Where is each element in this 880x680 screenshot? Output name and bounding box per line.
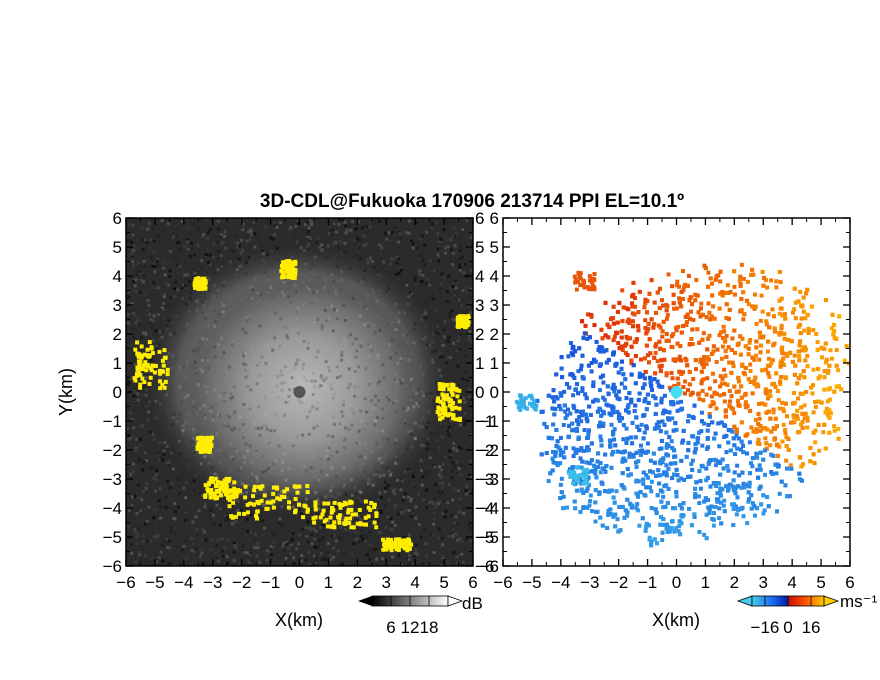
y-tick-label: 1 (113, 354, 122, 373)
intensity-panel: −6 −5 −4 −3 −2 −1 0 1 2 3 4 5 6−6 −6−5 −5−4 −4−3 −3−2 −2−… (56, 209, 494, 637)
y-tick-label-right: 4 (475, 267, 484, 286)
x-tick-label: −4 (551, 573, 570, 592)
x-tick-label: 4 (410, 573, 419, 592)
y-tick-label: 3 (490, 296, 499, 315)
colorbar-tick-label: 18 (420, 618, 439, 637)
y-tick-label: 0 (490, 383, 499, 402)
x-tick-label: −5 (145, 573, 164, 592)
intensity-colorbar: 6 12 18 dB (358, 594, 483, 637)
y-tick-label: 2 (113, 325, 122, 344)
x-tick-label: −2 (232, 573, 251, 592)
x-tick-label: −4 (174, 573, 193, 592)
y-tick-label: −5 (103, 528, 122, 547)
x-tick-label: −1 (261, 573, 280, 592)
y-tick-label-right: 6 (475, 209, 484, 228)
y-tick-label: −1 (480, 412, 499, 431)
intensity-axes: −6 −5 −4 −3 −2 −1 0 1 2 3 4 5 6−6 −6−5 −5−4 −4−3 −3−2 −2−… (103, 209, 495, 592)
y-tick-label: 6 (490, 209, 499, 228)
velocity-colorbar-ticks: −16 0 16 (751, 596, 821, 637)
x-tick-label: 1 (701, 573, 710, 592)
x-tick-label: −3 (580, 573, 599, 592)
x-tick-label: 5 (816, 573, 825, 592)
y-tick-label: 6 (113, 209, 122, 228)
x-tick-label: 1 (324, 573, 333, 592)
y-tick-label-right: 2 (475, 325, 484, 344)
colorbar-tick-label: 16 (802, 618, 821, 637)
x-tick-label: 5 (439, 573, 448, 592)
x-tick-label: 2 (353, 573, 362, 592)
velocity-colorbar: −16 0 16 ms⁻¹ (736, 592, 878, 637)
x-tick-label: 6 (845, 573, 854, 592)
colorbar-tick-label: 0 (783, 618, 792, 637)
chart-title: 3D-CDL@Fukuoka 170906 213714 PPI EL=10.1… (260, 191, 684, 212)
velocity-x-axis-label: X(km) (652, 610, 700, 630)
y-tick-label: −3 (103, 470, 122, 489)
x-tick-label: −3 (203, 573, 222, 592)
y-tick-label: 2 (490, 325, 499, 344)
y-tick-label: 4 (113, 267, 122, 286)
y-tick-label-right: −4 (475, 499, 494, 518)
y-tick-label-right: 1 (475, 354, 484, 373)
y-tick-label-right: 5 (475, 238, 484, 257)
x-tick-label: 3 (382, 573, 391, 592)
x-tick-label: −1 (638, 573, 657, 592)
y-tick-label: −5 (480, 528, 499, 547)
x-tick-label: 2 (730, 573, 739, 592)
y-tick-label: −6 (103, 557, 122, 576)
y-tick-label: 0 (113, 383, 122, 402)
y-tick-label: −1 (103, 412, 122, 431)
y-tick-label: −4 (103, 499, 122, 518)
x-tick-label: −6 (493, 573, 512, 592)
intensity-x-axis-label: X(km) (275, 610, 323, 630)
y-tick-label-right: −2 (475, 441, 494, 460)
x-tick-label: −2 (609, 573, 628, 592)
y-tick-label: 5 (490, 238, 499, 257)
colorbar-tick-label: 6 (386, 618, 395, 637)
y-tick-label-right: 3 (475, 296, 484, 315)
y-tick-label: −6 (480, 557, 499, 576)
y-tick-label-right: −6 (475, 557, 494, 576)
intensity-colorbar-unit: dB (462, 594, 483, 613)
x-tick-label: 0 (295, 573, 304, 592)
y-tick-label: 3 (113, 296, 122, 315)
intensity-y-axis-label: Y(km) (56, 368, 76, 416)
x-tick-label: −5 (522, 573, 541, 592)
y-tick-label: −4 (480, 499, 499, 518)
y-tick-label-right: −5 (475, 528, 494, 547)
x-tick-label: 6 (468, 573, 477, 592)
x-tick-label: 0 (672, 573, 681, 592)
y-tick-label-right: −1 (475, 412, 494, 431)
y-tick-label: 4 (490, 267, 499, 286)
intensity-colorbar-ticks: 6 12 18 (386, 596, 438, 637)
y-tick-label: 5 (113, 238, 122, 257)
x-tick-label: 4 (787, 573, 796, 592)
y-tick-label: −2 (103, 441, 122, 460)
x-tick-label: −6 (116, 573, 135, 592)
y-tick-label: −2 (480, 441, 499, 460)
colorbar-tick-label: −16 (751, 618, 780, 637)
intensity-heatmap (126, 218, 473, 566)
y-tick-label-right: 0 (475, 383, 484, 402)
colorbar-tick-label: 12 (401, 618, 420, 637)
y-tick-label: −3 (480, 470, 499, 489)
x-tick-label: 3 (759, 573, 768, 592)
y-tick-label-right: −3 (475, 470, 494, 489)
velocity-colorbar-unit: ms⁻¹ (840, 592, 878, 611)
y-tick-label: 1 (490, 354, 499, 373)
velocity-heatmap (503, 218, 850, 566)
